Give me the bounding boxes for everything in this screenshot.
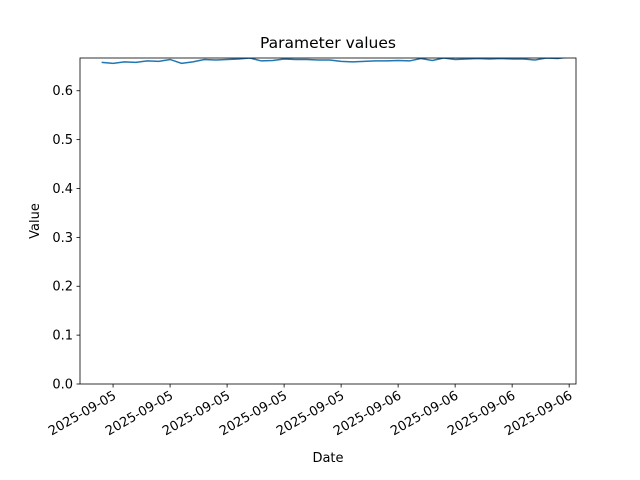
y-tick-label: 0.4 [52, 182, 73, 197]
y-axis-label: Value [28, 203, 43, 239]
y-tick-label: 0.2 [52, 280, 73, 295]
y-tick-label: 0.3 [52, 231, 73, 246]
chart-title: Parameter values [260, 34, 396, 52]
y-tick-label: 0.0 [52, 378, 73, 393]
y-tick-label: 0.6 [52, 84, 73, 99]
y-tick-label: 0.5 [52, 133, 73, 148]
x-axis-label: Date [312, 451, 343, 466]
data-line [101, 58, 568, 65]
axes-frame [79, 57, 577, 385]
y-tick-label: 0.1 [52, 329, 73, 344]
plot-area [101, 58, 568, 65]
